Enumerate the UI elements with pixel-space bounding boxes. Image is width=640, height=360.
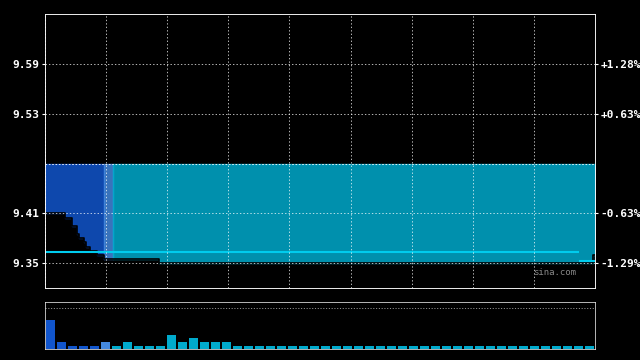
Bar	[255, 346, 264, 349]
Bar	[453, 346, 462, 349]
Bar	[574, 346, 583, 349]
Bar	[90, 346, 99, 349]
Bar	[277, 346, 286, 349]
Bar	[310, 346, 319, 349]
Bar	[343, 346, 352, 349]
Bar	[57, 342, 66, 349]
Bar	[46, 320, 54, 349]
Bar	[354, 346, 363, 349]
Bar	[68, 346, 77, 349]
Bar	[442, 346, 451, 349]
Bar	[266, 346, 275, 349]
Bar	[321, 346, 330, 349]
Bar	[486, 346, 495, 349]
Bar	[332, 346, 341, 349]
Bar	[563, 346, 572, 349]
Bar	[178, 342, 187, 349]
Bar	[476, 346, 484, 349]
Bar	[431, 346, 440, 349]
Bar	[189, 338, 198, 349]
Bar	[376, 346, 385, 349]
Bar	[244, 346, 253, 349]
Bar	[299, 346, 308, 349]
Bar	[519, 346, 528, 349]
Text: sina.com: sina.com	[533, 268, 576, 277]
Bar	[112, 346, 121, 349]
Bar	[464, 346, 473, 349]
Bar	[211, 342, 220, 349]
Bar	[409, 346, 418, 349]
Bar	[134, 346, 143, 349]
Bar	[200, 342, 209, 349]
Bar	[79, 346, 88, 349]
Bar	[233, 346, 242, 349]
Bar	[365, 346, 374, 349]
Bar	[145, 346, 154, 349]
Bar	[398, 346, 407, 349]
Bar	[156, 346, 164, 349]
Bar	[586, 346, 594, 349]
Bar	[387, 346, 396, 349]
Bar	[288, 346, 297, 349]
Bar	[531, 346, 539, 349]
Bar	[497, 346, 506, 349]
Bar	[541, 346, 550, 349]
Bar	[167, 334, 176, 349]
Bar	[552, 346, 561, 349]
Bar	[420, 346, 429, 349]
Bar	[123, 342, 132, 349]
Bar	[508, 346, 517, 349]
Bar	[101, 342, 109, 349]
Bar	[222, 342, 231, 349]
